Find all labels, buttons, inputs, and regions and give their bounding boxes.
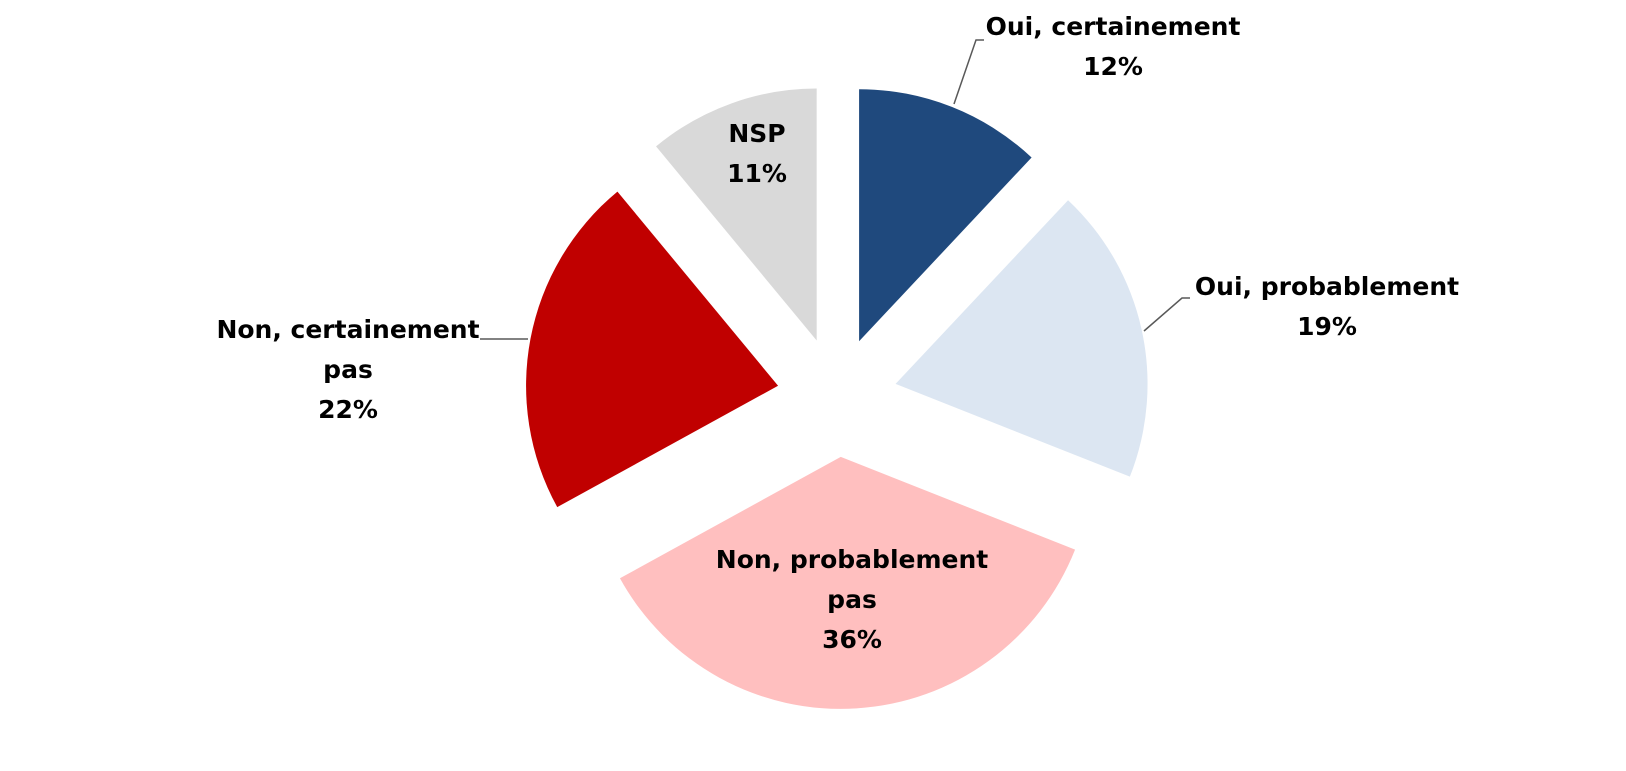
pie-slice [859, 89, 1032, 342]
value-label: 11% [727, 159, 787, 188]
leader-line [953, 39, 984, 105]
slice-label: Oui, probablement 19% [1195, 267, 1459, 347]
pie-slice [656, 88, 817, 341]
category-label: NSP [728, 119, 786, 148]
category-label: Oui, probablement [1194, 272, 1460, 301]
slice-label: Oui, certainement 12% [986, 7, 1241, 87]
slice-label: NSP 11% [727, 114, 787, 194]
slice-label: Non, certainement pas 22% [213, 310, 483, 430]
pie-slice [526, 191, 779, 508]
leader-line [1143, 297, 1190, 332]
category-label: Non, probablement pas [715, 545, 989, 614]
category-label: Oui, certainement [985, 12, 1241, 41]
value-label: 22% [318, 395, 378, 424]
value-label: 12% [1083, 52, 1143, 81]
pie-slice [619, 456, 1076, 709]
slice-label: Non, probablement pas 36% [707, 540, 997, 660]
value-label: 36% [822, 625, 882, 654]
category-label: Non, certainement pas [216, 315, 480, 384]
value-label: 19% [1297, 312, 1357, 341]
pie-slice [895, 200, 1148, 477]
